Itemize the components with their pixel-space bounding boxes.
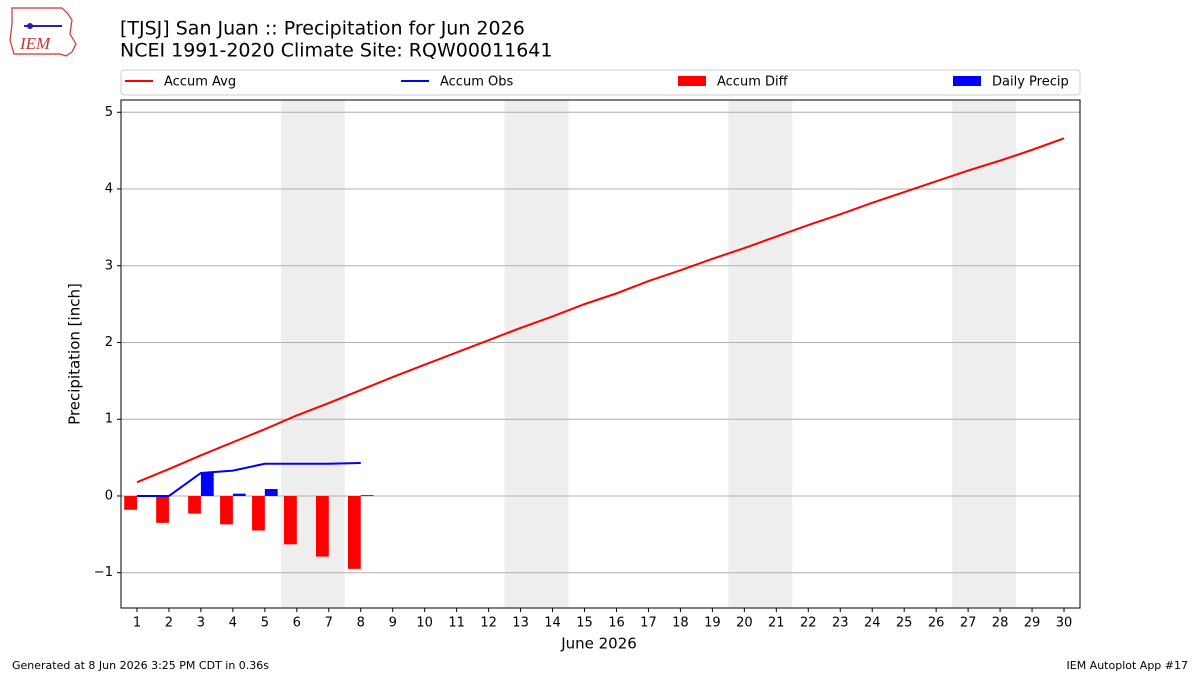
series-line xyxy=(136,461,361,497)
logo-text: IEM xyxy=(19,34,51,53)
x-tick-label: 6 xyxy=(293,616,301,631)
legend-label: Accum Obs xyxy=(440,75,513,90)
legend-swatch xyxy=(678,76,706,86)
y-axis-label: Precipitation [inch] xyxy=(66,283,84,425)
x-tick-label: 27 xyxy=(960,616,977,631)
x-tick-label: 11 xyxy=(448,616,465,631)
y-tick-label: 3 xyxy=(105,258,113,273)
logo: IEM xyxy=(9,7,77,57)
x-tick-label: 3 xyxy=(197,616,205,631)
y-tick-label: 1 xyxy=(105,412,113,427)
bar xyxy=(220,495,233,525)
x-tick-label: 12 xyxy=(480,616,497,631)
x-tick-label: 26 xyxy=(928,616,945,631)
chart-subtitle: NCEI 1991-2020 Climate Site: RQW00011641 xyxy=(120,40,552,62)
legend-label: Accum Diff xyxy=(717,75,789,90)
legend-label: Daily Precip xyxy=(992,75,1069,90)
y-tick-label: 0 xyxy=(105,488,113,503)
x-tick-label: 19 xyxy=(704,616,721,631)
x-tick-label: 30 xyxy=(1056,616,1073,631)
y-tick-label: −1 xyxy=(94,565,113,580)
y-tick-label: 4 xyxy=(105,182,113,197)
x-tick-label: 29 xyxy=(1024,616,1041,631)
legend-box xyxy=(120,69,1081,96)
x-tick-label: 17 xyxy=(640,616,657,631)
x-tick-label: 14 xyxy=(544,616,561,631)
bar xyxy=(315,495,329,557)
x-tick-label: 16 xyxy=(608,616,625,631)
series-line xyxy=(136,137,1065,484)
x-tick-label: 15 xyxy=(576,616,593,631)
logo-outline xyxy=(9,7,77,57)
bar xyxy=(347,495,361,569)
x-tick-label: 22 xyxy=(800,616,817,631)
bar xyxy=(156,495,169,523)
x-tick-label: 13 xyxy=(512,616,529,631)
plot-frame xyxy=(120,99,1081,609)
bar xyxy=(284,495,297,545)
bar xyxy=(252,495,265,531)
weekend-shade xyxy=(952,100,1017,608)
x-axis-label: June 2026 xyxy=(560,635,637,653)
x-tick-label: 9 xyxy=(389,616,397,631)
x-tick-label: 8 xyxy=(357,616,365,631)
y-tick-label: 2 xyxy=(105,335,113,350)
bar xyxy=(200,472,214,496)
bar xyxy=(124,495,137,510)
x-tick-label: 24 xyxy=(864,616,881,631)
bar xyxy=(360,495,374,496)
x-tick-label: 18 xyxy=(672,616,689,631)
x-tick-label: 10 xyxy=(416,616,433,631)
x-tick-label: 4 xyxy=(229,616,237,631)
bar xyxy=(264,489,278,496)
x-tick-label: 20 xyxy=(736,616,753,631)
x-tick-label: 23 xyxy=(832,616,849,631)
bar xyxy=(232,493,246,496)
y-tick-label: 5 xyxy=(105,105,113,120)
legend-label: Accum Avg xyxy=(164,75,236,90)
x-tick-label: 28 xyxy=(992,616,1009,631)
logo-dot xyxy=(27,23,33,29)
x-tick-label: 7 xyxy=(325,616,333,631)
x-tick-label: 2 xyxy=(165,616,173,631)
bar xyxy=(188,495,201,514)
weekend-shade xyxy=(728,100,793,608)
x-tick-label: 21 xyxy=(768,616,785,631)
chart-title: [TJSJ] San Juan :: Precipitation for Jun… xyxy=(120,18,525,40)
legend-swatch xyxy=(953,76,981,86)
footer-right: IEM Autoplot App #17 xyxy=(1067,659,1189,672)
x-tick-label: 25 xyxy=(896,616,913,631)
weekend-shade xyxy=(504,100,569,608)
footer-left: Generated at 8 Jun 2026 3:25 PM CDT in 0… xyxy=(12,659,269,672)
x-tick-label: 1 xyxy=(133,616,141,631)
x-tick-label: 5 xyxy=(261,616,269,631)
